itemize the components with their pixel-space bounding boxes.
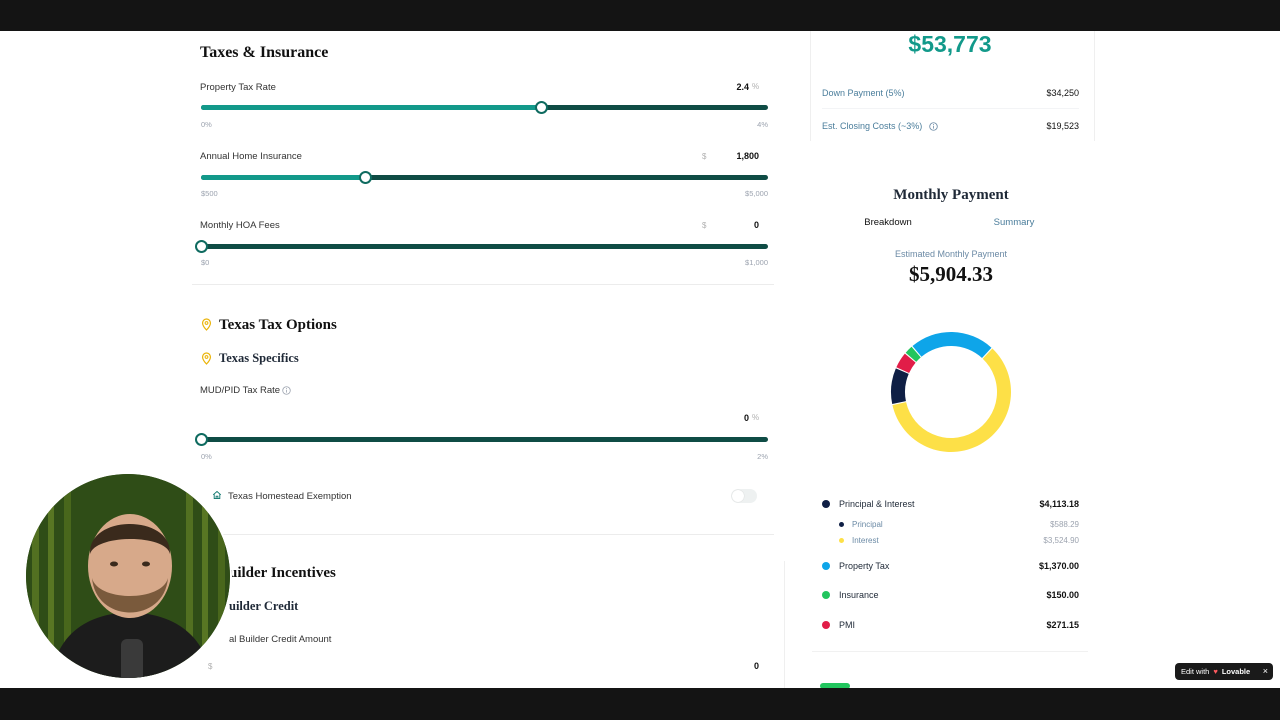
principal-label: Principal: [852, 520, 883, 529]
pmi-legend-value: $271.15: [1046, 620, 1079, 630]
interest-value: $3,524.90: [1043, 536, 1079, 545]
property-tax-legend-label: Property Tax: [839, 561, 890, 571]
texas-specifics-heading: Texas Specifics: [219, 351, 299, 365]
mud-pid-max: 2%: [757, 452, 768, 461]
builder-credit-currency: $: [208, 662, 213, 671]
property-tax-max: 4%: [757, 120, 768, 129]
video-top-bar: [0, 0, 1280, 31]
down-payment-value: $34,250: [1046, 88, 1079, 98]
principal-interest-label: Principal & Interest: [839, 499, 915, 509]
property-tax-dot: [822, 562, 830, 570]
lovable-heart-icon: ♥: [1213, 667, 1218, 676]
home-insurance-slider-thumb[interactable]: [358, 171, 372, 184]
interest-label: Interest: [852, 536, 879, 545]
homestead-label: Texas Homestead Exemption: [228, 491, 352, 502]
section-title-texas-tax-options: Texas Tax Options: [219, 317, 337, 333]
principal-dot: [839, 522, 844, 527]
principal-value: $588.29: [1050, 520, 1079, 529]
total-cash-needed-value: $53,773: [908, 31, 992, 57]
section-divider: [192, 534, 774, 535]
property-tax-min: 0%: [201, 120, 212, 129]
home-insurance-label: Annual Home Insurance: [200, 151, 302, 162]
badge-brand: Lovable: [1221, 667, 1251, 676]
close-icon[interactable]: ×: [1262, 666, 1268, 676]
property-tax-value[interactable]: 2.4: [736, 82, 749, 92]
builder-credit-heading: uilder Credit: [229, 599, 299, 613]
info-icon[interactable]: [929, 122, 938, 131]
hoa-max: $1,000: [745, 258, 768, 267]
builder-credit-value[interactable]: 0: [753, 661, 759, 671]
partial-toggle[interactable]: [820, 683, 850, 688]
row-divider: [822, 108, 1079, 109]
payment-donut-chart: [891, 332, 1011, 452]
homestead-toggle[interactable]: [731, 489, 757, 503]
hoa-slider-thumb[interactable]: [195, 240, 208, 253]
hoa-currency: $: [702, 221, 707, 230]
mud-pid-label: MUD/PID Tax Rate: [200, 385, 281, 396]
mud-pid-slider[interactable]: [195, 433, 768, 446]
edit-with-lovable-badge[interactable]: Edit with ♥ Lovable ×: [1175, 663, 1273, 680]
insurance-dot: [822, 591, 830, 599]
hoa-slider[interactable]: [195, 240, 768, 253]
section-divider: [192, 284, 774, 285]
donut-slice-insurance: [905, 346, 921, 362]
presenter-avatar: [26, 474, 230, 678]
home-insurance-value[interactable]: 1,800: [736, 151, 759, 161]
property-tax-slider-fill: [201, 105, 542, 110]
home-icon: [212, 490, 222, 500]
badge-prefix: Edit with: [1181, 667, 1210, 676]
home-insurance-slider-fill: [201, 175, 365, 180]
card-border: [784, 561, 785, 688]
property-tax-label: Property Tax Rate: [200, 82, 276, 93]
interest-dot: [839, 538, 844, 543]
home-insurance-slider[interactable]: [201, 171, 768, 184]
video-bottom-bar: [0, 688, 1280, 720]
legend-divider: [812, 651, 1088, 652]
mud-pid-unit: %: [752, 413, 760, 422]
mud-pid-slider-thumb[interactable]: [195, 433, 208, 446]
mud-pid-min: 0%: [201, 452, 212, 461]
home-insurance-max: $5,000: [745, 189, 768, 198]
tab-summary[interactable]: Summary: [993, 217, 1035, 228]
down-payment-label: Down Payment (5%): [822, 88, 905, 98]
section-title-taxes-insurance: Taxes & Insurance: [200, 44, 329, 61]
info-icon[interactable]: [282, 386, 291, 395]
principal-interest-dot: [822, 500, 830, 508]
monthly-payment-title: Monthly Payment: [893, 187, 1009, 203]
home-insurance-currency: $: [702, 152, 707, 161]
pmi-dot: [822, 621, 830, 629]
hoa-label: Monthly HOA Fees: [200, 220, 280, 231]
closing-costs-label: Est. Closing Costs (~3%): [822, 121, 923, 131]
insurance-legend-value: $150.00: [1046, 590, 1079, 600]
homestead-toggle-knob: [732, 490, 744, 502]
card-border: [1094, 31, 1095, 141]
builder-credit-label: al Builder Credit Amount: [229, 634, 332, 645]
estimated-payment-value: $5,904.33: [909, 262, 993, 286]
property-tax-legend-value: $1,370.00: [1038, 561, 1079, 571]
estimated-payment-label: Estimated Monthly Payment: [894, 249, 1008, 259]
property-tax-unit: %: [752, 82, 760, 91]
closing-costs-value: $19,523: [1046, 121, 1079, 131]
donut-slice-interest: [892, 348, 1011, 452]
donut-slice-pmi: [896, 353, 916, 374]
location-pin-icon: [201, 352, 212, 365]
principal-interest-value: $4,113.18: [1039, 499, 1079, 509]
pmi-legend-label: PMI: [839, 620, 856, 630]
insurance-legend-label: Insurance: [839, 590, 879, 600]
webcam-overlay: [24, 472, 232, 680]
hoa-min: $0: [201, 258, 210, 267]
card-border: [810, 31, 811, 141]
mud-pid-value[interactable]: 0: [743, 413, 749, 423]
hoa-value[interactable]: 0: [753, 220, 759, 230]
donut-slice-principal: [891, 368, 909, 404]
property-tax-slider-thumb[interactable]: [535, 101, 549, 114]
property-tax-slider[interactable]: [201, 101, 768, 114]
section-title-builder-incentives: uilder Incentives: [229, 565, 336, 581]
location-pin-icon: [201, 318, 212, 331]
tab-breakdown[interactable]: Breakdown: [864, 217, 912, 228]
home-insurance-min: $500: [201, 189, 218, 198]
donut-slice-property-tax: [912, 332, 992, 359]
